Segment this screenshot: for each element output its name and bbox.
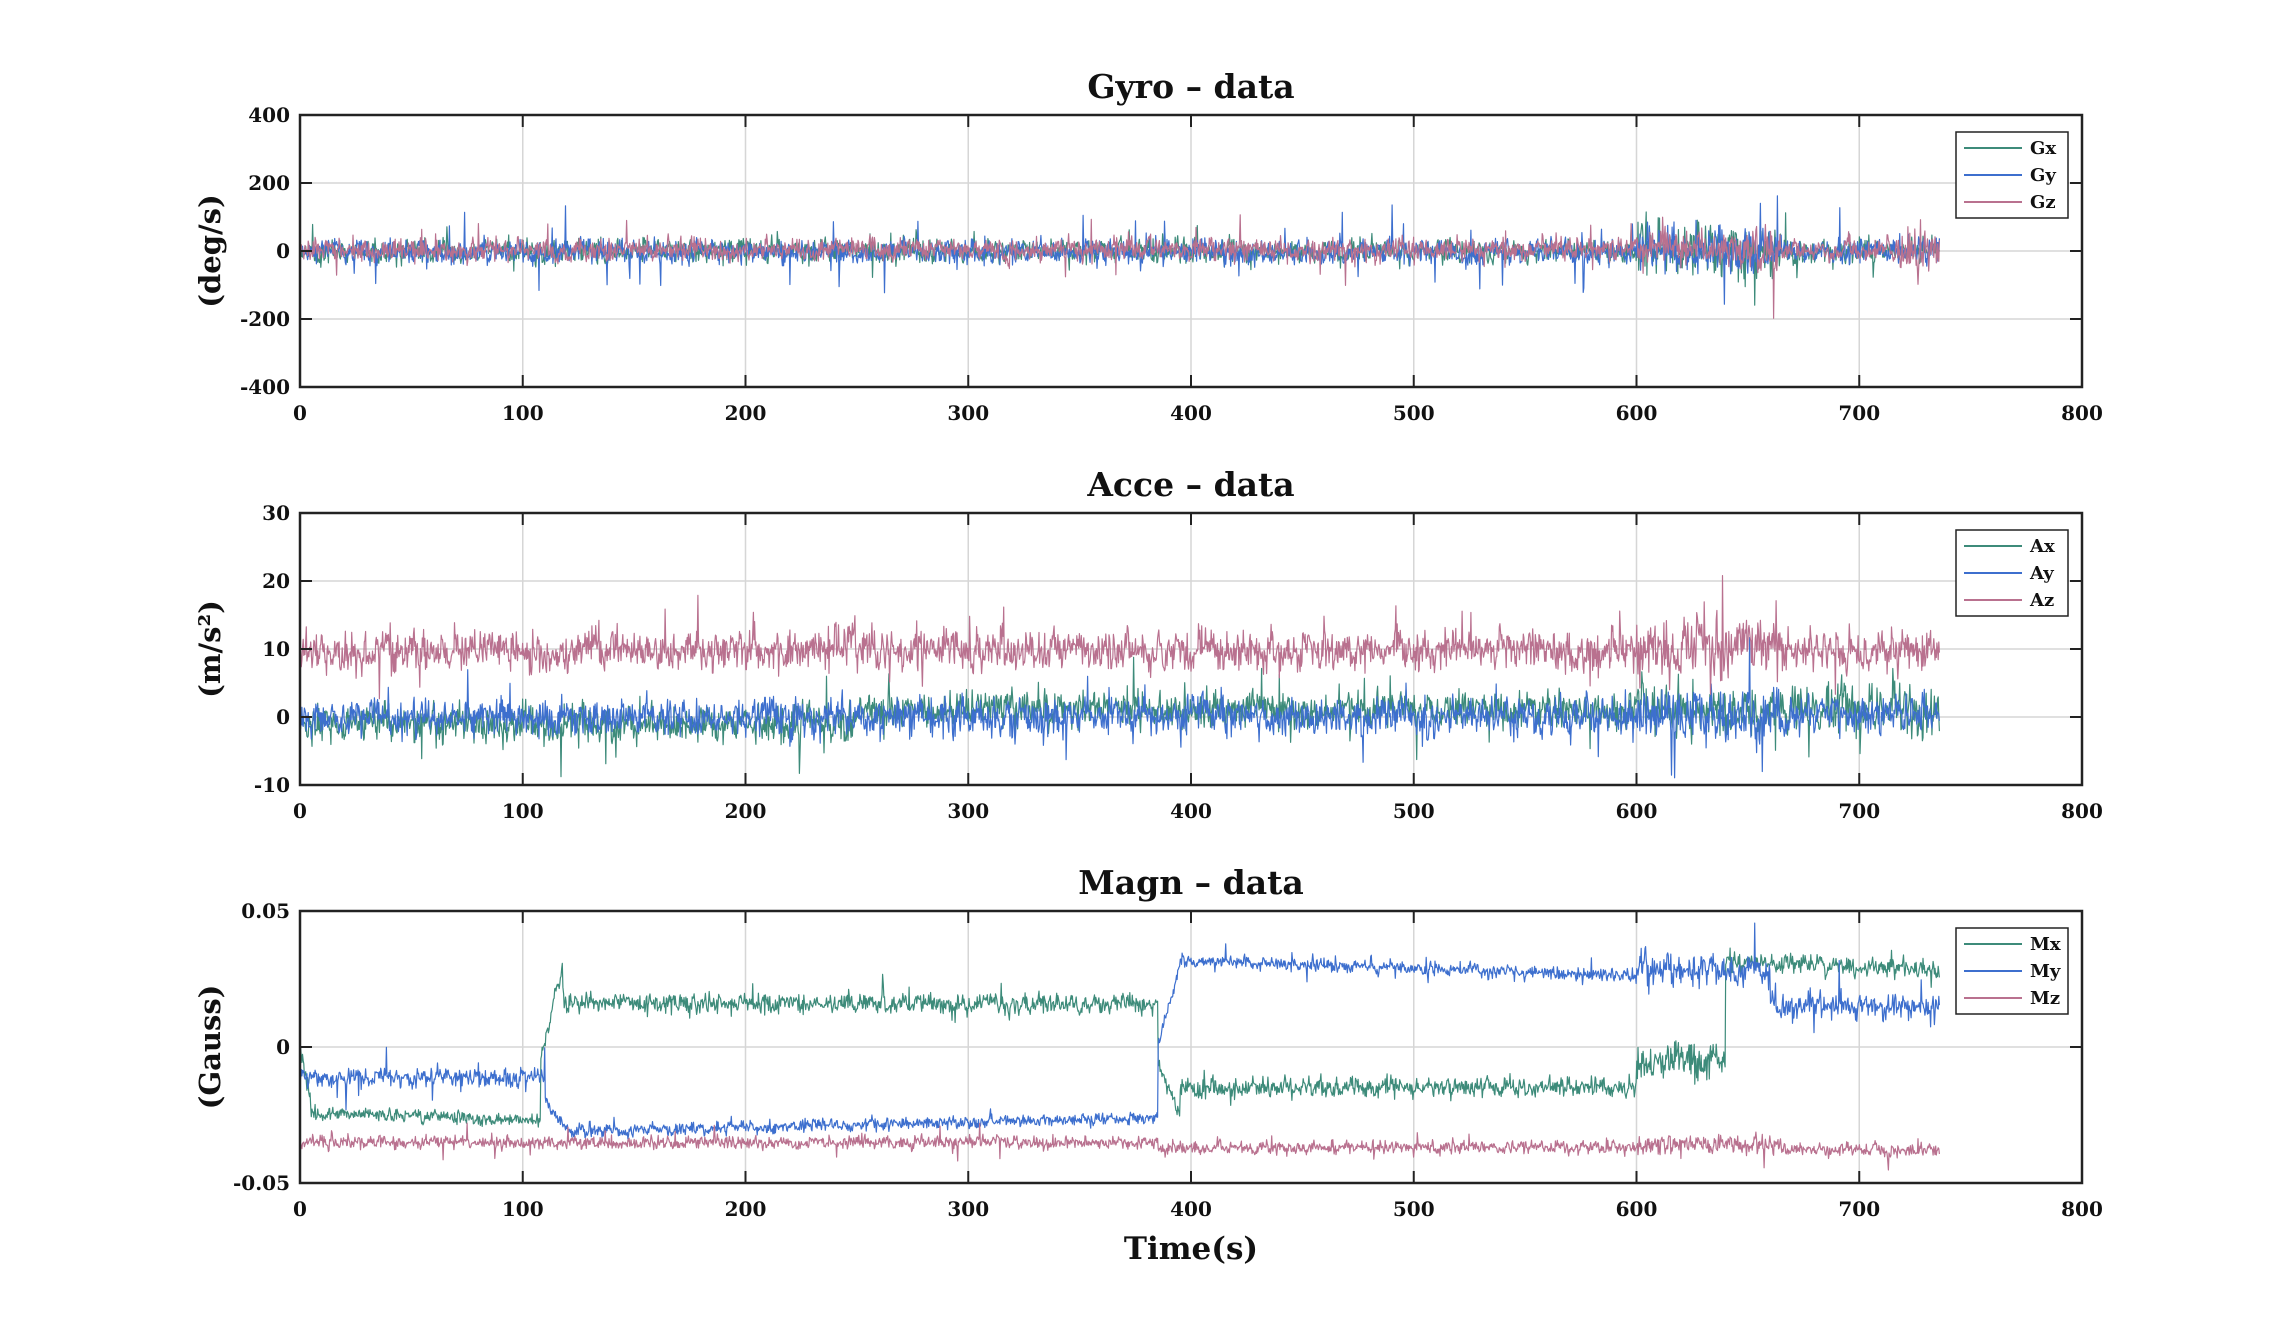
x-tick-label: 600 <box>1616 1197 1658 1221</box>
x-tick-label: 800 <box>2061 799 2103 823</box>
y-tick-label: 200 <box>248 171 290 195</box>
y-tick-label: 0 <box>276 705 290 729</box>
x-tick-label: 700 <box>1838 1197 1880 1221</box>
legend: Ax Ay Az <box>1955 529 2069 617</box>
y-tick-label: 0 <box>276 1035 290 1059</box>
chart-title: Gyro – data <box>1087 67 1294 106</box>
legend: Gx Gy Gz <box>1955 131 2069 219</box>
x-tick-label: 700 <box>1838 401 1880 425</box>
x-tick-label: 600 <box>1616 401 1658 425</box>
x-tick-label: 500 <box>1393 1197 1435 1221</box>
y-tick-label: 400 <box>248 103 290 127</box>
chart-title: Acce – data <box>1086 465 1294 504</box>
x-tick-label: 100 <box>502 401 544 425</box>
y-axis-label: (deg/s) <box>193 194 227 307</box>
y-tick-label: 20 <box>262 569 290 593</box>
chart-panel-1: 0 100 200 300 400 500 600 700 800 -400 -200 0 200 400… <box>193 67 2103 425</box>
legend-label-gx: Gx <box>2030 138 2056 159</box>
x-tick-label: 800 <box>2061 1197 2103 1221</box>
x-tick-label: 200 <box>725 1197 767 1221</box>
legend-label-ax: Ax <box>2029 536 2055 557</box>
x-tick-label: 100 <box>502 799 544 823</box>
y-tick-label: 0 <box>276 239 290 263</box>
x-tick-label: 500 <box>1393 799 1435 823</box>
x-tick-label: 300 <box>947 1197 989 1221</box>
y-tick-label: -200 <box>240 307 290 331</box>
legend-label-gz: Gz <box>2030 192 2056 213</box>
x-tick-label: 0 <box>293 1197 307 1221</box>
chart-panel-2: 0 100 200 300 400 500 600 700 800-100102030Acce … <box>193 465 2103 823</box>
chart-panel-3: 0 100 200 300 400 500 600 700 800-0.0500.05Magn … <box>193 863 2103 1221</box>
legend-label-ay: Ay <box>2029 563 2054 584</box>
x-tick-label: 600 <box>1616 799 1658 823</box>
x-tick-label: 0 <box>293 401 307 425</box>
x-tick-label: 700 <box>1838 799 1880 823</box>
x-tick-label: 400 <box>1170 401 1212 425</box>
series-line-gz <box>299 214 1940 319</box>
x-tick-label: 200 <box>725 401 767 425</box>
series-line-my <box>299 922 1940 1140</box>
x-tick-label: 100 <box>502 1197 544 1221</box>
legend-label-mx: Mx <box>2030 934 2061 955</box>
x-tick-label: 0 <box>293 799 307 823</box>
grid-lines <box>300 911 2082 1183</box>
legend: Mx My Mz <box>1955 927 2069 1015</box>
y-axis-label: (m/s²) <box>193 600 227 698</box>
y-tick-label: -10 <box>254 773 290 797</box>
x-tick-label: 300 <box>947 401 989 425</box>
y-axis-label: (Gauss) <box>193 985 227 1110</box>
legend-label-gy: Gy <box>2030 165 2056 186</box>
x-tick-label: 200 <box>725 799 767 823</box>
x-tick-label: 400 <box>1170 799 1212 823</box>
series-line-mx <box>299 947 1940 1128</box>
legend-label-mz: Mz <box>2030 988 2060 1009</box>
x-tick-label: 300 <box>947 799 989 823</box>
y-tick-label: 10 <box>262 637 290 661</box>
series-line-az <box>299 574 1940 700</box>
y-tick-label: -400 <box>240 375 290 399</box>
y-tick-label: -0.05 <box>233 1171 290 1195</box>
x-tick-label: 500 <box>1393 401 1435 425</box>
x-tick-label: 800 <box>2061 401 2103 425</box>
x-tick-label: 400 <box>1170 1197 1212 1221</box>
legend-label-az: Az <box>2029 590 2054 611</box>
series-line-ay <box>299 636 1940 779</box>
legend-label-my: My <box>2030 961 2061 982</box>
series-line-mz <box>299 1122 1940 1171</box>
y-tick-label: 0.05 <box>241 899 290 923</box>
y-tick-label: 30 <box>262 501 290 525</box>
x-axis-label: Time(s) <box>1124 1231 1258 1267</box>
chart-title: Magn – data <box>1078 863 1304 902</box>
